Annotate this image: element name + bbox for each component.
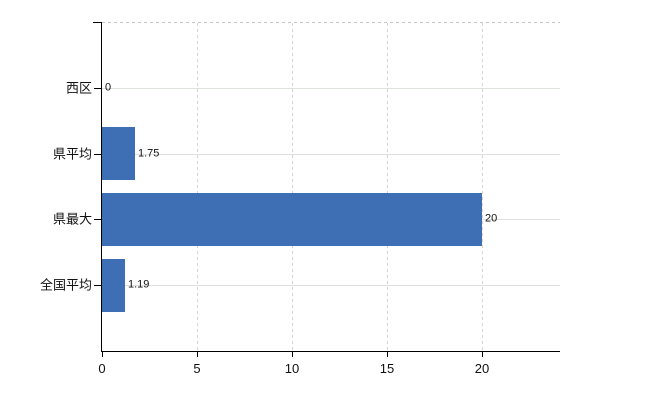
y-axis-line: [101, 22, 102, 352]
y-tick: [94, 88, 101, 89]
plot-top-border: [102, 22, 560, 23]
category-label: 全国平均: [39, 277, 92, 293]
x-tick: [387, 352, 388, 357]
y-tick: [94, 285, 101, 286]
bar-value-label: 0: [105, 81, 112, 94]
category-label: 県平均: [52, 146, 92, 162]
y-axis-end-tick: [93, 22, 101, 23]
y-tick: [94, 219, 101, 220]
bar: [102, 127, 135, 180]
y-tick: [94, 154, 101, 155]
x-tick-label: 20: [474, 361, 490, 376]
v-gridline: [292, 23, 293, 351]
bar-value-label: 1.75: [138, 147, 160, 160]
x-tick-label: 0: [98, 361, 106, 376]
bar: [102, 259, 125, 312]
v-gridline: [482, 23, 483, 351]
x-tick: [482, 352, 483, 357]
x-tick: [197, 352, 198, 357]
x-tick-label: 15: [379, 361, 395, 376]
v-gridline: [197, 23, 198, 351]
bar-value-label: 20: [485, 212, 498, 225]
h-gridline: [102, 285, 560, 286]
h-gridline: [102, 88, 560, 89]
category-label: 県最大: [52, 211, 92, 227]
x-tick-label: 10: [284, 361, 300, 376]
x-axis-line: [101, 351, 560, 352]
x-tick: [102, 352, 103, 357]
h-gridline: [102, 154, 560, 155]
x-tick-label: 5: [193, 361, 201, 376]
v-gridline: [387, 23, 388, 351]
bar: [102, 193, 482, 246]
bar-value-label: 1.19: [128, 278, 150, 291]
category-label: 西区: [65, 80, 92, 96]
plot-area: [102, 22, 560, 351]
x-tick: [292, 352, 293, 357]
